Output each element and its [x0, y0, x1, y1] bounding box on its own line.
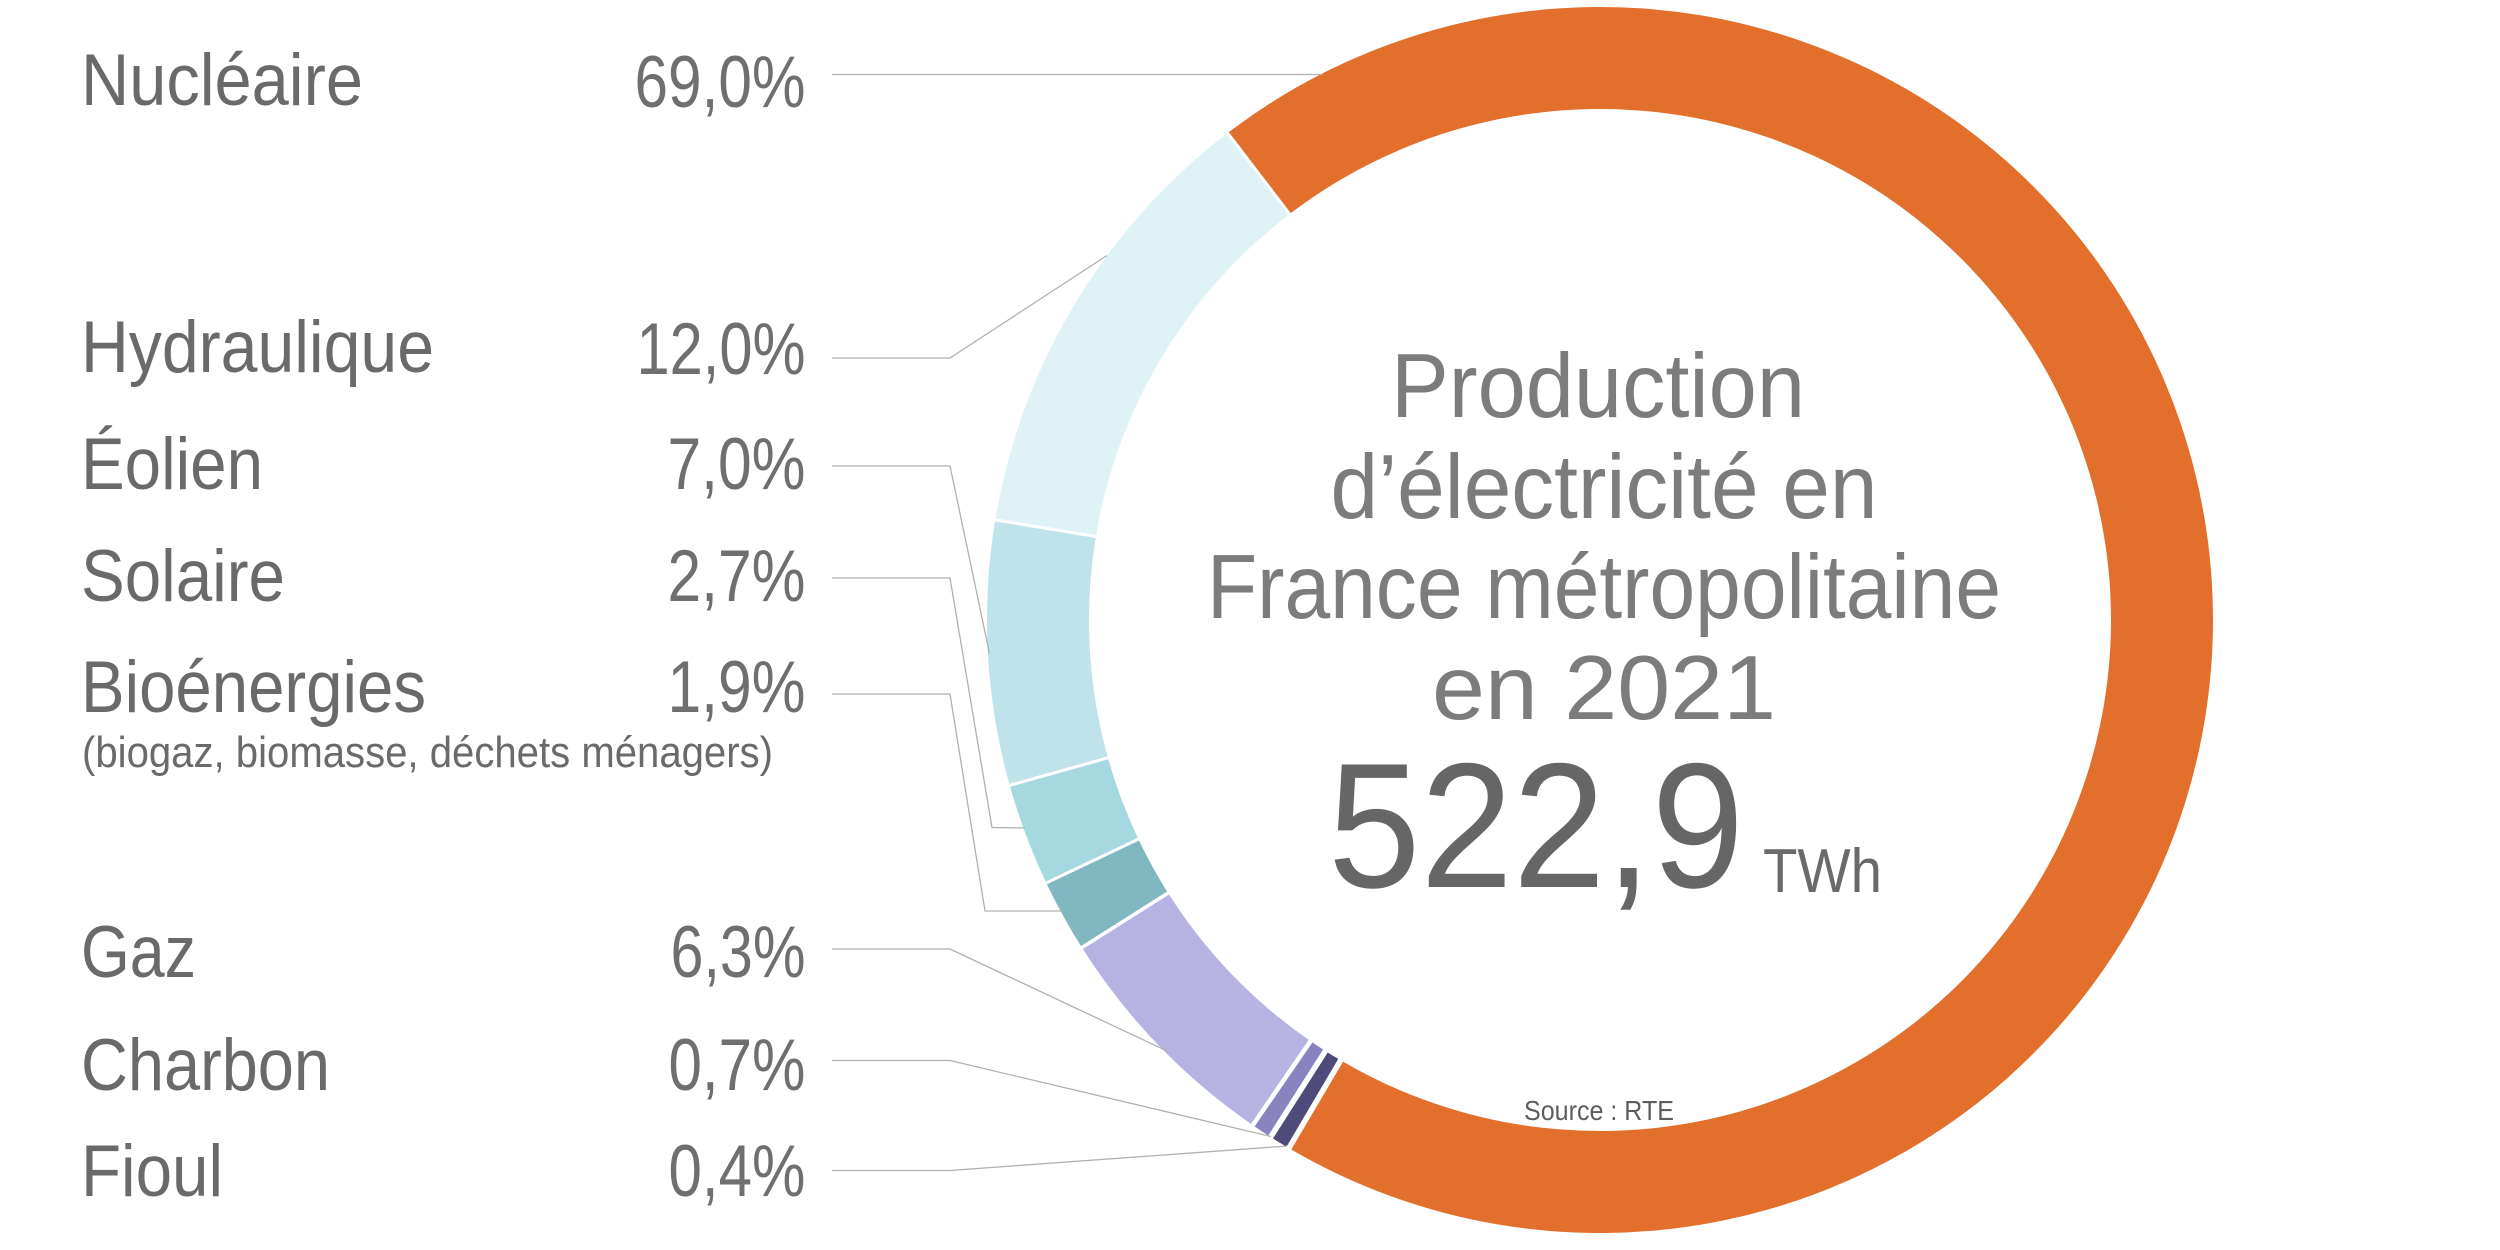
svg-text:Gaz: Gaz: [81, 912, 196, 993]
svg-text:Nucléaire: Nucléaire: [81, 40, 363, 121]
svg-text:(biogaz, biomasse, déchets mén: (biogaz, biomasse, déchets ménagers): [82, 728, 773, 777]
svg-text:69,0%: 69,0%: [635, 42, 806, 123]
svg-text:Éolien: Éolien: [81, 424, 263, 505]
svg-text:Hydraulique: Hydraulique: [81, 307, 434, 388]
svg-text:0,7%: 0,7%: [669, 1025, 806, 1106]
svg-text:TWh: TWh: [1763, 837, 1882, 906]
svg-text:2,7%: 2,7%: [668, 536, 806, 617]
svg-text:12,0%: 12,0%: [637, 309, 806, 390]
svg-text:0,4%: 0,4%: [669, 1131, 806, 1212]
svg-text:en 2021: en 2021: [1432, 638, 1776, 739]
svg-text:Source : RTE: Source : RTE: [1524, 1095, 1674, 1126]
svg-text:522,9: 522,9: [1328, 726, 1744, 925]
svg-text:Bioénergies: Bioénergies: [81, 647, 426, 728]
svg-text:6,3%: 6,3%: [671, 912, 806, 993]
svg-text:Fioul: Fioul: [81, 1131, 223, 1212]
svg-text:1,9%: 1,9%: [668, 647, 806, 728]
svg-text:Production: Production: [1391, 336, 1805, 437]
svg-text:d’électricité en: d’électricité en: [1331, 437, 1878, 538]
svg-text:Solaire: Solaire: [81, 536, 285, 617]
svg-text:France métropolitaine: France métropolitaine: [1207, 537, 2001, 638]
svg-text:Charbon: Charbon: [81, 1025, 330, 1106]
svg-text:7,0%: 7,0%: [668, 424, 806, 505]
